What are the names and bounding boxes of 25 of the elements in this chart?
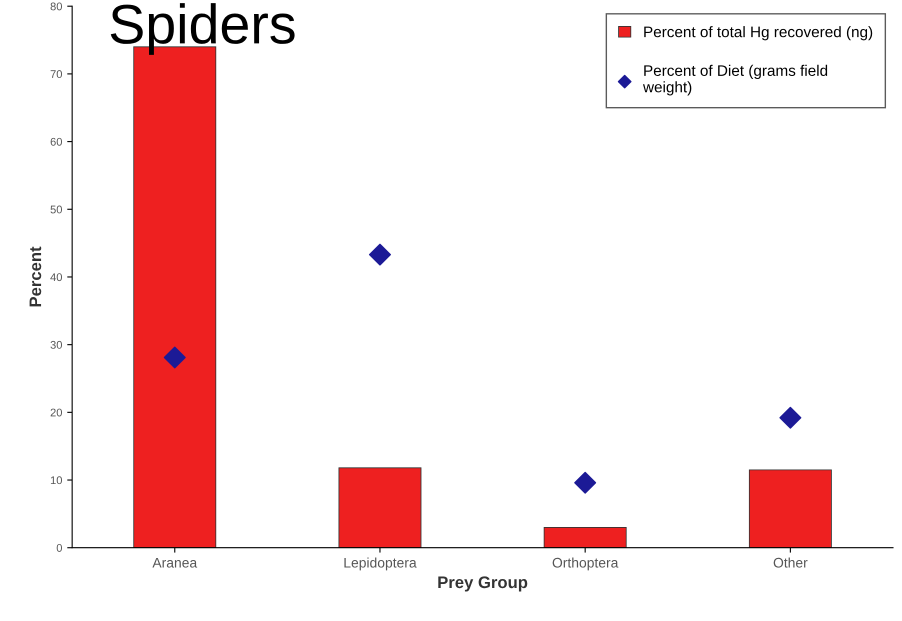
- legend-label: Percent of total Hg recovered (ng): [644, 26, 872, 40]
- x-axis-title: Prey Group: [438, 576, 528, 592]
- y-tick-label: 50: [50, 206, 62, 214]
- y-axis-title: Percent: [30, 246, 42, 306]
- y-tick-label: 20: [50, 408, 62, 416]
- point: [164, 346, 186, 369]
- y-tick-label: 80: [50, 2, 62, 10]
- y-tick-label: 10: [50, 476, 62, 484]
- bar: [748, 469, 832, 548]
- y-tick-label: 60: [50, 138, 62, 146]
- bar: [544, 526, 627, 548]
- point: [574, 472, 596, 494]
- point: [368, 244, 391, 266]
- bar: [338, 467, 422, 548]
- chart-title: Spiders: [110, 3, 295, 55]
- x-tick-label: Other: [774, 557, 808, 568]
- y-tick-label: 0: [56, 544, 62, 552]
- x-tick-label: Aranea: [152, 558, 198, 568]
- y-tick-label: 40: [50, 273, 62, 282]
- point: [779, 406, 802, 429]
- x-tick-label: Orthoptera: [552, 557, 618, 570]
- y-tick-label: 30: [50, 340, 62, 349]
- legend-label: Percent of Diet (grams field weight): [642, 64, 828, 96]
- y-tick-label: 70: [50, 70, 62, 78]
- x-tick-label: Lepidoptera: [344, 557, 417, 570]
